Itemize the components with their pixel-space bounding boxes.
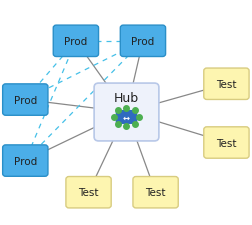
Text: Test: Test bbox=[215, 79, 236, 89]
FancyBboxPatch shape bbox=[203, 69, 248, 100]
Text: Prod: Prod bbox=[64, 37, 87, 47]
FancyBboxPatch shape bbox=[120, 26, 165, 57]
FancyBboxPatch shape bbox=[115, 110, 137, 124]
Text: Test: Test bbox=[145, 187, 165, 197]
Text: Prod: Prod bbox=[131, 37, 154, 47]
FancyBboxPatch shape bbox=[94, 84, 158, 141]
FancyBboxPatch shape bbox=[203, 127, 248, 158]
Text: Prod: Prod bbox=[14, 95, 37, 105]
FancyBboxPatch shape bbox=[53, 26, 98, 57]
Text: Prod: Prod bbox=[14, 156, 37, 166]
FancyBboxPatch shape bbox=[132, 177, 177, 208]
Text: Test: Test bbox=[215, 138, 236, 148]
FancyBboxPatch shape bbox=[66, 177, 111, 208]
Text: Test: Test bbox=[78, 187, 99, 197]
FancyBboxPatch shape bbox=[3, 84, 48, 116]
Text: ↔: ↔ bbox=[122, 113, 130, 122]
Text: Hub: Hub bbox=[113, 91, 139, 104]
FancyBboxPatch shape bbox=[3, 145, 48, 176]
